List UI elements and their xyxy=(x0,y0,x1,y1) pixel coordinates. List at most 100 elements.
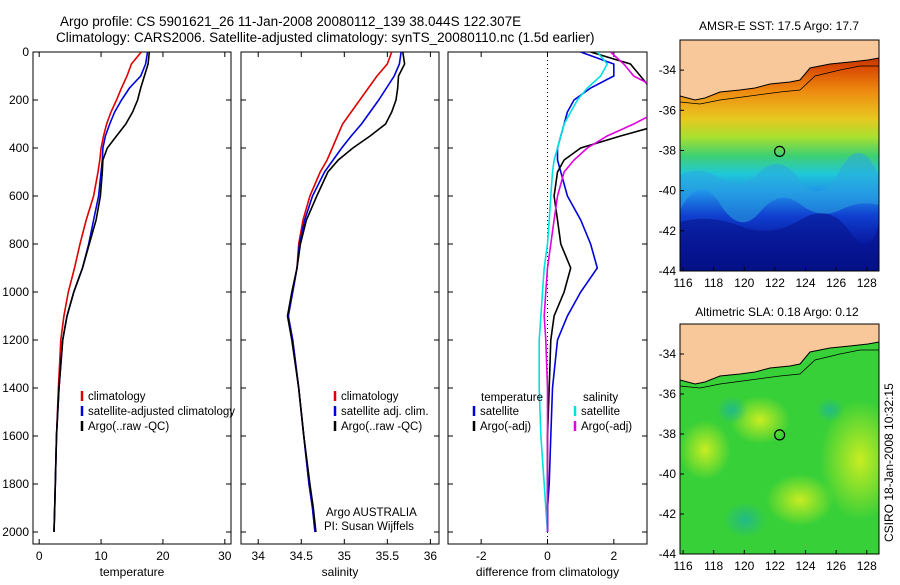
sla-anomaly xyxy=(766,474,834,526)
sla-depth-contour xyxy=(680,349,879,389)
sla-map-x-tick-label: 118 xyxy=(704,559,723,573)
temperature-legend-label: Argo(..raw -QC) xyxy=(88,421,169,433)
sla-anomaly xyxy=(680,420,731,480)
sst-map-x-tick-label: 128 xyxy=(857,276,877,290)
temperature-y-tick-label: 800 xyxy=(9,237,29,251)
sla-map-x-tick-label: 124 xyxy=(796,559,816,573)
sla-map-y-tick-label: -40 xyxy=(659,467,677,481)
sst-map-x-tick-label: 118 xyxy=(704,276,723,290)
sla-anomaly xyxy=(716,396,748,424)
temperature-profile-plot: 0 10 20 30 0 200 400 600 800 1000 1200 1400 1600 1800… xyxy=(2,45,235,579)
sla-map-axes: 116 118 120 122 124 126 128 -34 -36 -38 -40 -42 -44 xyxy=(659,347,877,573)
temperature-plot-frame xyxy=(32,51,232,545)
sst-coastline xyxy=(680,57,879,101)
temperature-series-2 xyxy=(53,52,151,533)
temperature-y-tick-label: 1600 xyxy=(2,429,29,443)
sst-map-y-tick-label: -44 xyxy=(659,264,677,278)
difference-x-tick-label: 0 xyxy=(544,549,551,563)
sst-cool-band xyxy=(680,152,879,223)
temperature-y-tick-label: 200 xyxy=(9,93,29,107)
difference-series-0 xyxy=(546,52,615,532)
sst-map-y-tick-label: -36 xyxy=(659,103,677,117)
sla-anomaly xyxy=(723,502,767,538)
sst-map-x-tick-label: 116 xyxy=(673,276,692,290)
sla-map-x-tick-label: 128 xyxy=(857,559,877,573)
salinity-x-tick-label: 34 xyxy=(252,549,266,563)
sst-map-y-tick-label: -34 xyxy=(659,63,677,77)
temperature-x-tick-label: 0 xyxy=(36,549,43,563)
sla-map-title: Altimetric SLA: 0.18 Argo: 0.12 xyxy=(695,305,859,319)
temperature-y-tick-label: 1400 xyxy=(2,381,29,395)
temperature-x-tick-label: 10 xyxy=(94,549,108,563)
salinity-x-tick-label: 35.5 xyxy=(376,549,400,563)
sla-map: Altimetric SLA: 0.18 Argo: 0.12 116 118 12… xyxy=(659,305,880,573)
figure-title-line1: Argo profile: CS 5901621_26 11-Jan-2008 … xyxy=(60,14,521,29)
sla-map-y-tick-label: -36 xyxy=(659,387,677,401)
sst-map-x-tick-label: 126 xyxy=(826,276,846,290)
credit-pi: PI: Susan Wijffels xyxy=(324,521,414,533)
salinity-legend-label: climatology xyxy=(341,391,399,403)
difference-x-tick-label: 2 xyxy=(610,549,617,563)
sst-map-x-tick-label: 124 xyxy=(796,276,816,290)
sla-map-y-tick-label: -44 xyxy=(659,547,677,561)
sla-land xyxy=(680,324,879,384)
temperature-y-tick-label: 1000 xyxy=(2,285,29,299)
sst-map-y-tick-label: -38 xyxy=(659,143,677,157)
temperature-y-tick-label: 1200 xyxy=(2,333,29,347)
side-stamp: CSIRO 18-Jan-2008 10:32:15 xyxy=(882,383,896,542)
difference-legend-label: satellite xyxy=(480,406,519,418)
difference-series-1 xyxy=(546,52,647,532)
temperature-series-0 xyxy=(53,52,142,533)
difference-legend-header: salinity xyxy=(583,392,618,404)
difference-legend-label: Argo(-adj) xyxy=(480,421,531,433)
temperature-y-tick-label: 2000 xyxy=(2,525,29,539)
sst-map-axes: 116 118 120 122 124 126 128 -34 -36 -38 -40 -42 -44 xyxy=(659,63,877,290)
difference-legend-label: Argo(-adj) xyxy=(581,421,632,433)
sla-map-x-tick-label: 126 xyxy=(826,559,846,573)
temperature-legend-label: satellite-adjusted climatology xyxy=(88,406,235,418)
difference-legend-header: temperature xyxy=(481,392,543,404)
credit-agency: Argo AUSTRALIA xyxy=(326,507,417,519)
temperature-x-tick-label: 30 xyxy=(218,549,232,563)
difference-x-axis-label: difference from climatology xyxy=(476,565,619,579)
difference-series-2 xyxy=(538,52,609,533)
sst-map-title: AMSR-E SST: 17.5 Argo: 17.7 xyxy=(699,19,859,33)
difference-legend-label: satellite xyxy=(581,406,620,418)
salinity-x-tick-label: 36 xyxy=(424,549,438,563)
sst-land xyxy=(680,40,879,100)
temperature-y-tick-label: 0 xyxy=(22,45,29,59)
temperature-y-tick-label: 400 xyxy=(9,141,29,155)
difference-profile-plot: -2 0 2 difference from climatology temperatu… xyxy=(447,51,648,579)
sst-map-x-tick-label: 120 xyxy=(734,276,754,290)
sla-map-x-tick-label: 120 xyxy=(734,559,754,573)
temperature-x-axis-label: temperature xyxy=(100,565,165,579)
sla-map-x-tick-label: 122 xyxy=(765,559,785,573)
sst-map-y-tick-label: -40 xyxy=(659,184,677,198)
difference-x-tick-label: -2 xyxy=(476,549,487,563)
sla-coastline xyxy=(680,341,879,385)
salinity-plot-frame xyxy=(240,51,440,545)
salinity-legend-label: Argo(..raw -QC) xyxy=(341,421,422,433)
salinity-series-2 xyxy=(286,52,406,533)
sst-deep-band xyxy=(680,213,879,271)
sla-map-y-tick-label: -38 xyxy=(659,427,677,441)
sla-map-y-tick-label: -42 xyxy=(659,507,677,521)
salinity-legend-label: satellite adj. clim. xyxy=(341,406,429,418)
sla-map-y-tick-label: -34 xyxy=(659,347,677,361)
temperature-y-tick-label: 600 xyxy=(9,189,29,203)
salinity-x-tick-label: 35 xyxy=(338,549,352,563)
sla-float-marker xyxy=(773,429,786,441)
sst-float-marker xyxy=(773,145,786,157)
figure-title-line2: Climatology: CARS2006. Satellite-adjuste… xyxy=(56,30,595,45)
temperature-x-tick-label: 20 xyxy=(156,549,170,563)
sst-map: AMSR-E SST: 17.5 Argo: 17.7 116 118 120 122… xyxy=(659,19,880,290)
sla-map-x-tick-label: 116 xyxy=(673,559,692,573)
salinity-series-0 xyxy=(287,52,393,533)
salinity-series-1 xyxy=(287,52,402,533)
temperature-legend-label: climatology xyxy=(88,391,146,403)
sla-anomaly xyxy=(816,398,844,422)
sst-depth-contour xyxy=(680,65,879,105)
salinity-profile-plot: 34 34.5 35 35.5 36 salinity climatology satelli… xyxy=(240,51,440,579)
temperature-y-tick-label: 1800 xyxy=(2,477,29,491)
